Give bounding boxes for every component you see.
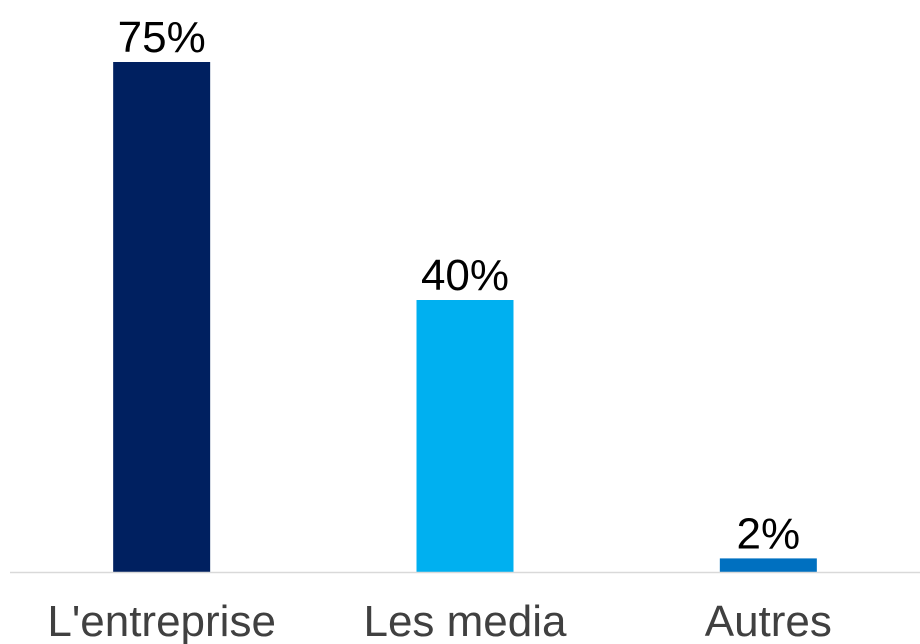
bar-2: [719, 558, 817, 572]
category-label-1: Les media: [363, 597, 567, 644]
category-labels-group: L'entreprise Les media Autres: [47, 597, 832, 644]
data-label-0: 75%: [118, 13, 206, 62]
category-label-0: L'entreprise: [47, 597, 276, 644]
value-labels-group: 75% 40% 2%: [118, 13, 801, 558]
data-label-1: 40%: [421, 251, 509, 300]
bars-group: [113, 62, 817, 572]
data-label-2: 2%: [737, 509, 801, 558]
bar-0: [113, 62, 211, 572]
bar-1: [416, 300, 514, 572]
category-label-2: Autres: [705, 597, 832, 644]
